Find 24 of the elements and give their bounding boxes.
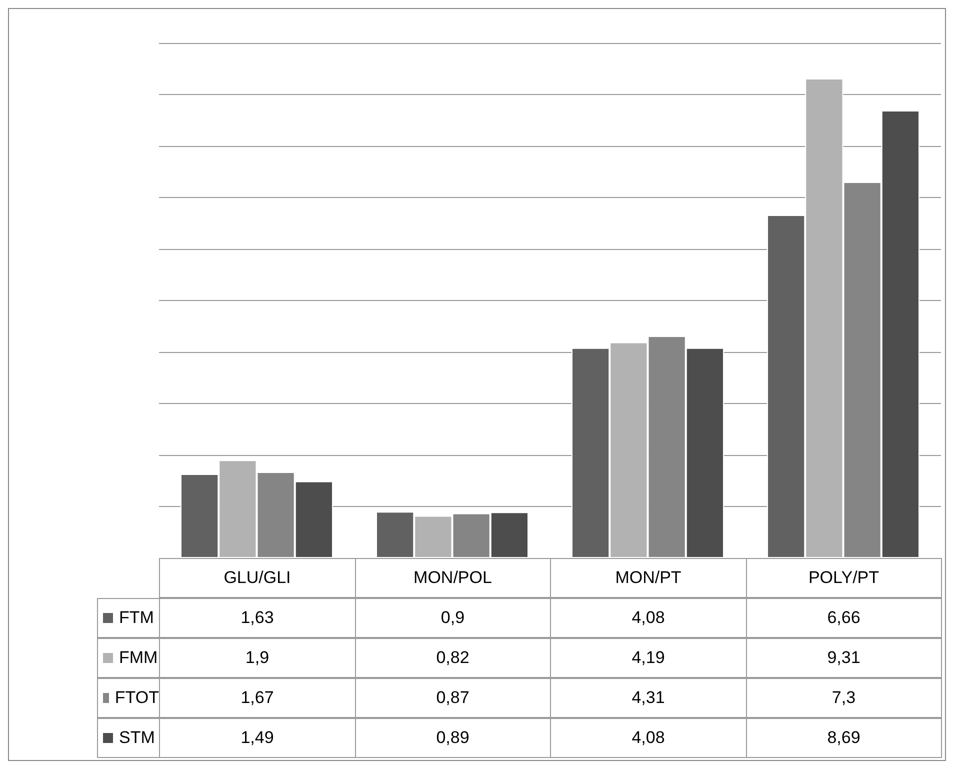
legend-label: FMM — [97, 638, 160, 678]
data-label: 1,67 — [159, 678, 356, 718]
x-tick-label: MON/PT — [550, 558, 746, 598]
data-label: 0,87 — [354, 678, 551, 718]
data-label: 0,89 — [354, 718, 551, 758]
data-label: 1,49 — [159, 718, 356, 758]
data-label: 4,31 — [550, 678, 746, 718]
x-tick-label: MON/POL — [354, 558, 551, 598]
data-label: 0,9 — [354, 598, 551, 638]
data-label: 7,3 — [746, 678, 942, 718]
legend-label: FTOT — [97, 678, 160, 718]
legend-label: FTM — [97, 598, 160, 638]
x-tick-label: POLY/PT — [746, 558, 942, 598]
data-label: 9,31 — [746, 638, 942, 678]
legend-label: STM — [97, 718, 160, 758]
data-label: 6,66 — [746, 598, 942, 638]
data-label: 1,63 — [159, 598, 356, 638]
data-label: 4,08 — [550, 718, 746, 758]
data-label: 1,9 — [159, 638, 356, 678]
data-label: 4,19 — [550, 638, 746, 678]
data-label: 4,08 — [550, 598, 746, 638]
data-label: 8,69 — [746, 718, 942, 758]
x-tick-label: GLU/GLI — [159, 558, 356, 598]
data-label: 0,82 — [354, 638, 551, 678]
